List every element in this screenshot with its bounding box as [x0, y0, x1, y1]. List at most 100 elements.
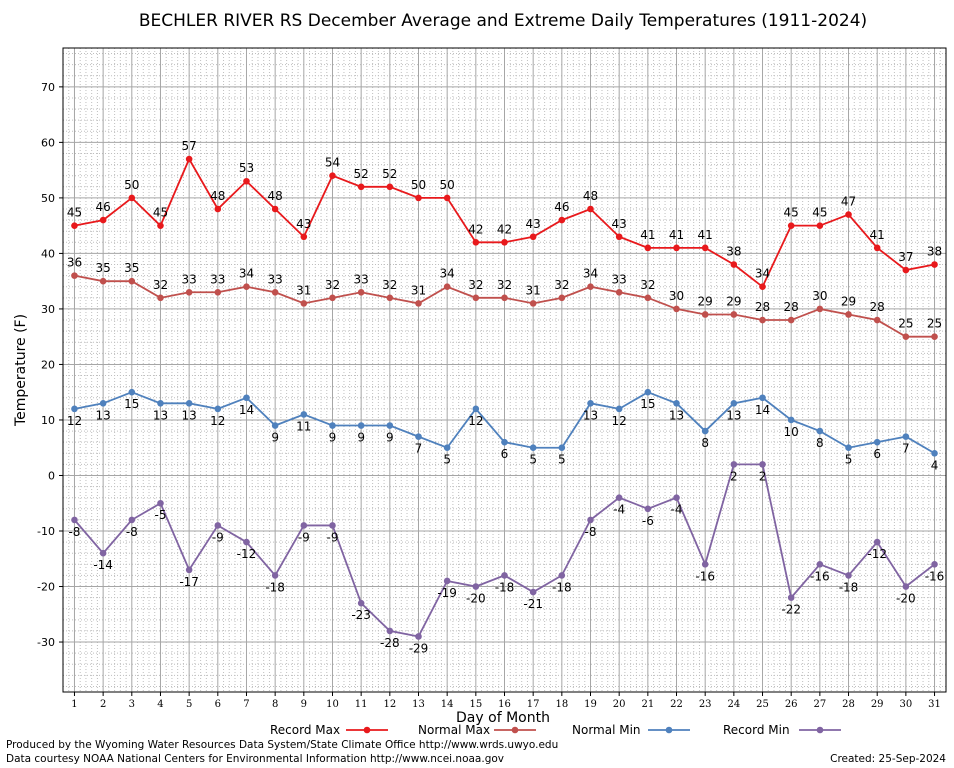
data-point — [415, 433, 422, 440]
y-tick-label: 30 — [41, 303, 55, 316]
data-label: 5 — [529, 453, 537, 467]
data-label: 33 — [268, 272, 283, 286]
y-tick-label: 0 — [48, 469, 55, 482]
data-label: 43 — [612, 217, 627, 231]
x-tick-label: 14 — [441, 699, 454, 710]
data-point — [931, 261, 938, 268]
data-point — [701, 427, 709, 435]
data-point — [157, 294, 164, 302]
data-point — [730, 400, 738, 407]
data-label: 9 — [386, 431, 394, 445]
data-point — [71, 222, 78, 229]
x-tick-label: 13 — [412, 699, 425, 710]
data-point — [501, 294, 508, 302]
data-label: 50 — [440, 178, 455, 192]
data-label: -18 — [552, 580, 572, 594]
data-point — [99, 400, 107, 407]
y-axis-label: Temperature (F) — [13, 314, 29, 427]
data-point — [214, 405, 222, 413]
data-point — [386, 294, 394, 302]
x-tick-label: 19 — [584, 699, 597, 710]
data-label: 45 — [153, 206, 168, 220]
data-label: 48 — [268, 189, 283, 203]
data-point — [472, 583, 480, 590]
data-point — [873, 538, 881, 546]
x-tick-label: 24 — [727, 699, 740, 710]
x-tick-label: 7 — [243, 699, 249, 710]
data-label: 35 — [124, 261, 139, 275]
data-label: 30 — [669, 289, 684, 303]
data-point — [329, 294, 336, 302]
data-point — [243, 283, 250, 291]
y-tick-label: 70 — [41, 81, 55, 94]
data-point — [443, 283, 451, 291]
data-label: 8 — [816, 436, 824, 450]
data-point — [99, 216, 107, 224]
x-axis-label: Day of Month — [456, 710, 550, 726]
data-label: -23 — [351, 608, 371, 622]
data-label: -9 — [327, 530, 339, 544]
data-point — [214, 205, 222, 213]
legend-label: Normal Min — [572, 723, 641, 737]
data-label: 35 — [95, 261, 110, 275]
data-label: -17 — [179, 575, 199, 589]
data-point — [759, 461, 766, 468]
major-grid — [63, 48, 946, 692]
data-label: 31 — [296, 283, 311, 297]
data-label: 12 — [67, 414, 82, 428]
legend-marker — [363, 726, 371, 734]
data-label: 54 — [325, 156, 340, 170]
x-tick-label: 16 — [498, 699, 511, 710]
data-point — [931, 561, 938, 568]
data-label: 41 — [640, 228, 655, 242]
data-point — [415, 194, 422, 202]
data-label: 41 — [669, 228, 684, 242]
data-label: 46 — [554, 200, 569, 214]
chart-title: BECHLER RIVER RS December Average and Ex… — [139, 11, 867, 31]
data-point — [615, 405, 623, 413]
data-point — [873, 316, 881, 324]
data-label: 41 — [698, 228, 713, 242]
data-point — [128, 516, 136, 524]
data-label: 52 — [354, 167, 369, 181]
data-point — [615, 494, 623, 501]
data-label: -4 — [671, 503, 683, 517]
data-label: -8 — [68, 525, 80, 539]
data-label: 32 — [468, 278, 483, 292]
data-label: 13 — [726, 408, 741, 422]
data-point — [902, 266, 910, 274]
data-point — [529, 233, 537, 241]
x-tick-label: 3 — [129, 699, 135, 710]
data-point — [701, 244, 709, 252]
data-point — [816, 427, 824, 435]
data-point — [759, 283, 766, 291]
x-tick-label: 12 — [383, 699, 396, 710]
data-label: 32 — [497, 278, 512, 292]
data-point — [300, 522, 308, 529]
data-point — [615, 288, 623, 296]
data-label: 47 — [841, 195, 856, 209]
x-tick-label: 4 — [157, 699, 163, 710]
data-label: -8 — [585, 525, 597, 539]
legend-label: Record Min — [723, 723, 790, 737]
data-point — [300, 233, 308, 241]
x-tick-label: 1 — [71, 699, 77, 710]
data-point — [157, 499, 164, 507]
legend-marker — [816, 726, 824, 734]
data-point — [443, 577, 451, 585]
data-label: -14 — [93, 558, 113, 572]
data-label: 5 — [845, 453, 853, 467]
data-label: 45 — [784, 206, 799, 220]
data-label: 48 — [210, 189, 225, 203]
data-point — [185, 400, 193, 407]
y-tick-label: 40 — [41, 247, 55, 260]
x-tick-label: 22 — [670, 699, 683, 710]
data-label: 13 — [669, 408, 684, 422]
data-label: 9 — [329, 431, 337, 445]
data-label: 7 — [902, 442, 910, 456]
data-label: 9 — [271, 431, 279, 445]
data-label: 12 — [468, 414, 483, 428]
y-tick-label: 20 — [41, 358, 55, 371]
data-point — [845, 311, 852, 318]
